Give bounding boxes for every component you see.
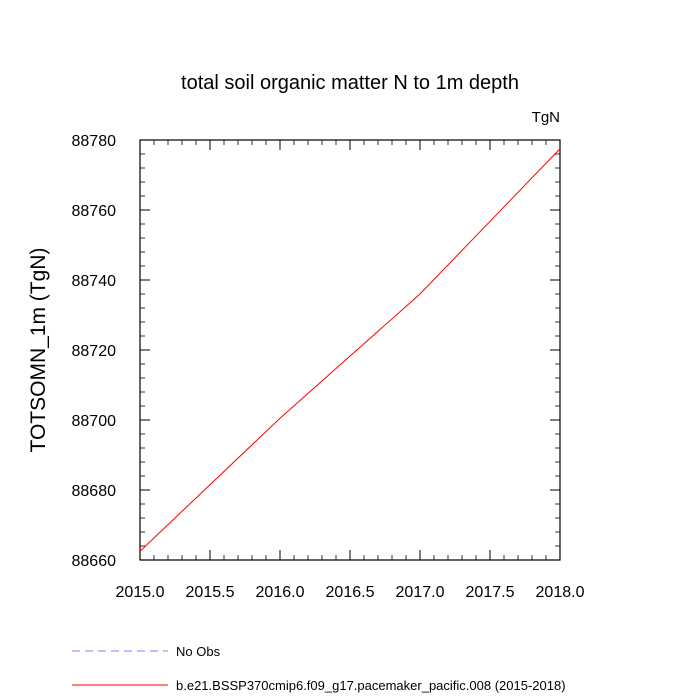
legend: No Obs b.e21.BSSP370cmip6.f09_g17.pacemak… [72,644,566,693]
chart-title: total soil organic matter N to 1m depth [181,72,519,94]
y-tick-label: 88700 [72,413,117,430]
y-tick-labels: 88660 88680 88700 88720 88740 88760 88780 [72,133,117,570]
x-tick-label: 2016.5 [326,584,375,601]
y-tick-label: 88720 [72,343,117,360]
x-tick-label: 2016.0 [256,584,305,601]
x-tick-label: 2015.5 [186,584,235,601]
series-line [139,148,561,552]
y-axis-label: TOTSOMN_1m (TgN) [27,248,50,453]
y-tick-label: 88760 [72,203,117,220]
y-tick-label: 88740 [72,273,117,290]
x-tick-label: 2017.5 [466,584,515,601]
x-tick-label: 2017.0 [396,584,445,601]
x-tick-label: 2015.0 [116,584,165,601]
legend-label: No Obs [176,644,221,659]
y-tick-label: 88660 [72,553,117,570]
x-tick-labels: 2015.0 2015.5 2016.0 2016.5 2017.0 2017.5 2018… [116,584,585,601]
series-group [139,148,561,552]
axis-ticks [139,139,561,561]
plot-frame [139,139,561,561]
units-label: TgN [532,109,560,126]
x-tick-label: 2018.0 [536,584,585,601]
y-tick-label: 88680 [72,483,117,500]
y-tick-label: 88780 [72,133,117,150]
legend-label: b.e21.BSSP370cmip6.f09_g17.pacemaker_pac… [176,678,566,693]
